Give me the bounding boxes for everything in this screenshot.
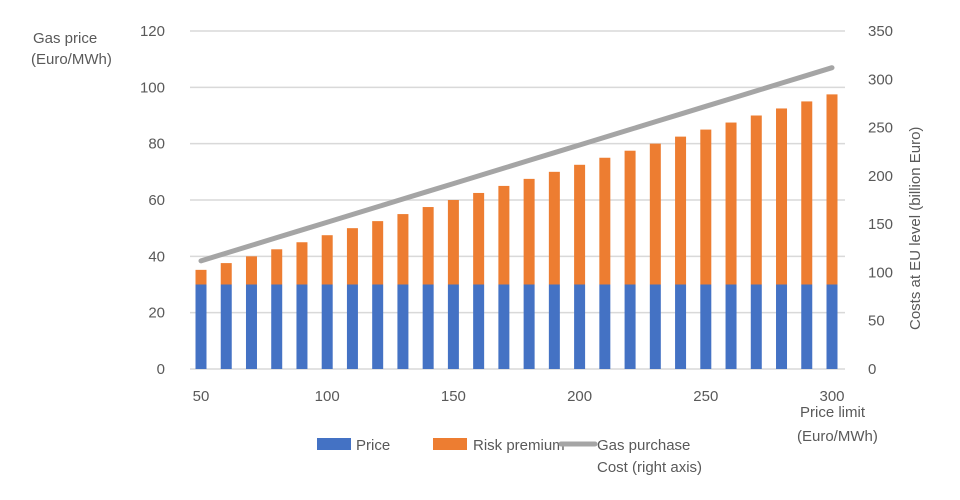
bar-risk-premium	[195, 269, 207, 285]
bar-price	[321, 284, 333, 369]
x-tick-label: 250	[693, 388, 718, 405]
bar-price	[220, 284, 232, 369]
x-tick-label: 50	[193, 388, 210, 405]
bar-risk-premium	[271, 249, 283, 285]
y2-tick-label: 50	[868, 313, 885, 330]
y-tick-label: 100	[140, 79, 165, 96]
bar-price	[624, 284, 636, 369]
bar-risk-premium	[346, 228, 358, 285]
bar-risk-premium	[397, 214, 409, 285]
bar-price	[245, 284, 257, 369]
bar-risk-premium	[700, 129, 712, 285]
bar-price	[750, 284, 762, 369]
bar-price	[801, 284, 813, 369]
y2-tick-label: 200	[868, 168, 893, 185]
x-axis-ticks: 50 100 150 200 250 300	[193, 388, 845, 405]
bar-price	[473, 284, 485, 369]
bar-risk-premium	[599, 157, 611, 285]
bar-risk-premium	[548, 171, 560, 285]
bar-risk-premium	[801, 101, 813, 285]
bar-risk-premium	[675, 136, 687, 285]
bar-risk-premium	[750, 115, 762, 285]
y-axis-title-line2: (Euro/MWh)	[31, 51, 112, 68]
y2-tick-label: 150	[868, 216, 893, 233]
bars	[195, 94, 838, 369]
bar-price	[498, 284, 510, 369]
bar-risk-premium	[624, 150, 636, 285]
bar-price	[574, 284, 586, 369]
cost-line-group	[198, 65, 835, 264]
bar-risk-premium	[776, 108, 788, 285]
bar-risk-premium	[296, 242, 308, 285]
y-tick-label: 60	[148, 192, 165, 209]
y2-axis-title: Costs at EU level (billion Euro)	[907, 127, 924, 330]
y2-tick-label: 350	[868, 23, 893, 40]
bar-risk-premium	[245, 256, 257, 285]
bar-price	[649, 284, 661, 369]
bar-price	[271, 284, 283, 369]
x-axis-title-line2: (Euro/MWh)	[797, 428, 878, 445]
y2-tick-label: 0	[868, 361, 876, 378]
bar-price	[397, 284, 409, 369]
bar-risk-premium	[826, 94, 838, 285]
bar-risk-premium	[574, 164, 586, 285]
bar-price	[195, 284, 207, 369]
x-tick-label: 100	[315, 388, 340, 405]
bar-price	[776, 284, 788, 369]
bar-risk-premium	[523, 178, 535, 285]
bar-price	[422, 284, 434, 369]
y2-tick-label: 300	[868, 71, 893, 88]
y2-axis-ticks: 0 50 100 150 200 250 300 350	[868, 23, 893, 378]
bar-risk-premium	[473, 192, 485, 285]
bar-price	[700, 284, 712, 369]
x-tick-label: 150	[441, 388, 466, 405]
bar-risk-premium	[321, 235, 333, 285]
bar-price	[296, 284, 308, 369]
bar-risk-premium	[372, 221, 384, 285]
bar-price	[523, 284, 535, 369]
bar-price	[346, 284, 358, 369]
x-tick-label: 200	[567, 388, 592, 405]
bar-risk-premium	[649, 143, 661, 285]
bar-price	[599, 284, 611, 369]
x-axis-title-line1: Price limit	[800, 404, 866, 421]
gas-cost-line	[198, 65, 835, 264]
gridlines	[190, 30, 845, 370]
y-tick-label: 80	[148, 136, 165, 153]
y2-tick-label: 250	[868, 120, 893, 137]
bar-price	[675, 284, 687, 369]
bar-risk-premium	[725, 122, 737, 285]
bar-price	[372, 284, 384, 369]
bar-price	[826, 284, 838, 369]
y-axis-title-line1: Gas price	[33, 30, 97, 47]
y2-tick-label: 100	[868, 264, 893, 281]
legend-label-gas-cost-line2: Cost (right axis)	[597, 459, 702, 476]
bar-risk-premium	[422, 207, 434, 285]
bar-risk-premium	[498, 185, 510, 285]
bar-risk-premium	[447, 200, 459, 285]
legend-label-gas-cost-line1: Gas purchase	[597, 437, 690, 454]
y-axis-ticks: 0 20 40 60 80 100 120	[140, 23, 165, 378]
legend-swatch-risk-premium	[433, 438, 467, 450]
y-tick-label: 0	[157, 361, 165, 378]
bar-price	[548, 284, 560, 369]
legend-label-price: Price	[356, 437, 390, 454]
bar-risk-premium	[220, 263, 232, 285]
legend-label-risk-premium: Risk premium	[473, 437, 565, 454]
bar-price	[447, 284, 459, 369]
y-tick-label: 40	[148, 248, 165, 265]
x-tick-label: 300	[819, 388, 844, 405]
y-tick-label: 120	[140, 23, 165, 40]
y-tick-label: 20	[148, 305, 165, 322]
legend-swatch-price	[317, 438, 351, 450]
bar-price	[725, 284, 737, 369]
legend: Price Risk premium Gas purchase Cost (ri…	[317, 437, 702, 476]
